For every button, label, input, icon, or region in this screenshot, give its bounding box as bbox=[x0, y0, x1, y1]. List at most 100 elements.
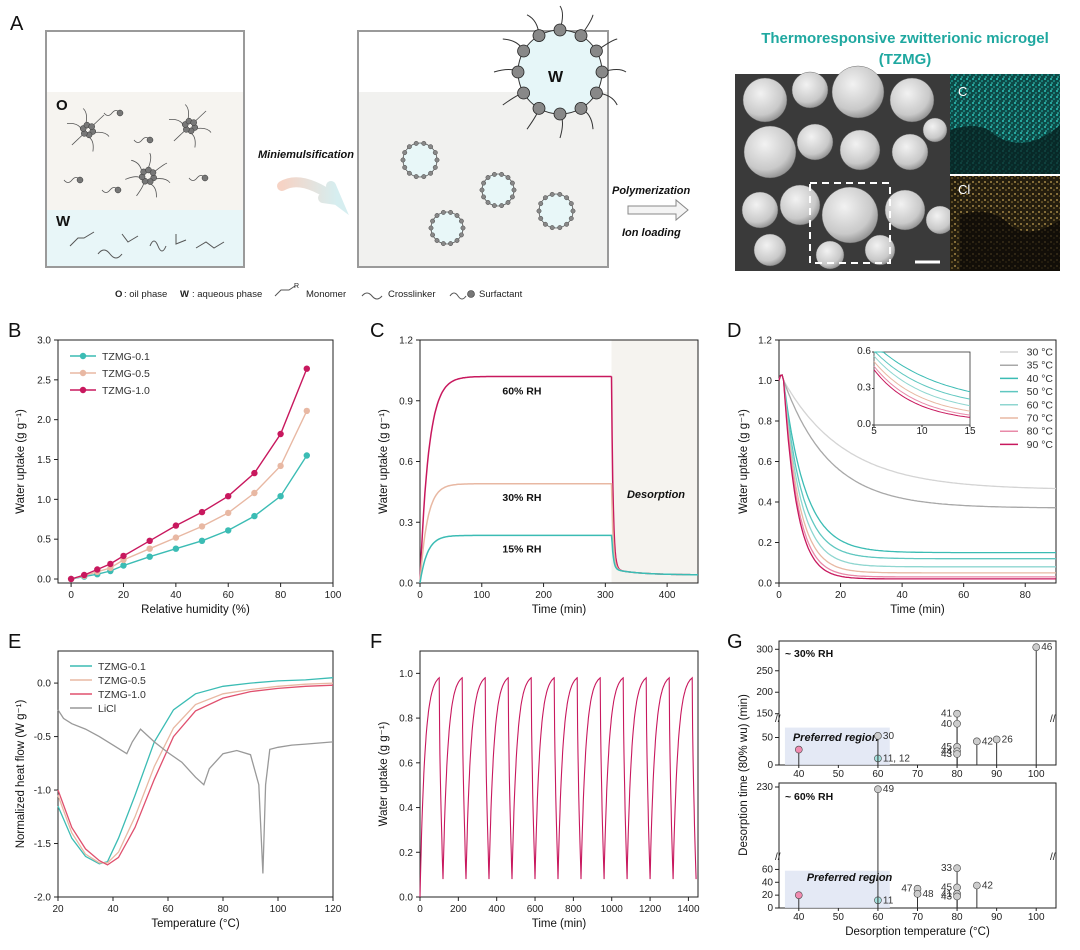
droplet-surfactant-head bbox=[499, 171, 504, 177]
droplet-surfactant-head bbox=[549, 191, 555, 197]
monomer-icon bbox=[274, 285, 296, 297]
x-tick-label: 90 bbox=[991, 769, 1003, 780]
surfactant-molecule bbox=[188, 174, 209, 182]
panel-letter-e: E bbox=[8, 631, 21, 653]
inset-series-line bbox=[873, 355, 971, 407]
x-tick-label: 70 bbox=[912, 912, 924, 923]
droplet-surfactant-head bbox=[543, 195, 548, 201]
chart-b: 0 20 40 60 80 100 0.0 0.5 1.0 1.5 2.0 2.5 3.0 TZMG-0.… bbox=[15, 336, 342, 617]
droplets bbox=[400, 140, 576, 247]
inset-series-line bbox=[874, 351, 971, 393]
x-tick-label: 100 bbox=[325, 590, 342, 601]
step-ion-loading: Ion loading bbox=[622, 227, 681, 239]
droplet-surfactant-head bbox=[481, 194, 486, 200]
droplet-surfactant-head bbox=[574, 29, 588, 42]
data-point bbox=[120, 562, 127, 569]
y-tick-label: 0.0 bbox=[37, 679, 51, 690]
droplet-surfactant-head bbox=[454, 213, 460, 218]
droplet-surfactant-head bbox=[440, 209, 446, 215]
droplet-surfactant-head bbox=[564, 195, 569, 201]
lollipop-point bbox=[874, 785, 882, 794]
droplet-surfactant-head bbox=[428, 225, 434, 231]
eds-c-label: C bbox=[958, 84, 967, 99]
data-point bbox=[146, 545, 153, 552]
legend-label: 60 °C bbox=[1027, 399, 1054, 411]
x-tick-label: 600 bbox=[527, 904, 544, 915]
point-label: 47 bbox=[901, 884, 913, 895]
y-tick-label: -2.0 bbox=[34, 893, 52, 904]
surfactant-tail bbox=[136, 183, 144, 197]
x-tick-label: 100 bbox=[270, 904, 287, 915]
y-tick-label: -1.5 bbox=[34, 839, 52, 850]
y-tick-label: 0.4 bbox=[399, 803, 413, 814]
microgel-sphere bbox=[922, 117, 948, 143]
y-tick-label: 0.0 bbox=[399, 893, 413, 904]
annotation-desorption: Desorption bbox=[627, 489, 685, 501]
droplet-surfactant-head bbox=[574, 102, 588, 115]
x-tick-label: 40 bbox=[793, 769, 805, 780]
droplet-surfactant-head bbox=[485, 200, 491, 205]
x-tick-label: 120 bbox=[325, 904, 342, 915]
droplet-surfactant-head bbox=[402, 150, 408, 156]
surfactant-tail-icon bbox=[449, 292, 467, 300]
surfactant-tail bbox=[184, 104, 189, 119]
legend-label: 35 °C bbox=[1027, 360, 1054, 372]
droplet-surfactant-head bbox=[557, 225, 563, 231]
surfactant-tail bbox=[168, 118, 183, 124]
x-tick-label: 20 bbox=[835, 590, 847, 601]
point-label: 42 bbox=[982, 736, 994, 747]
x-tick-label: 400 bbox=[659, 590, 676, 601]
panel-letter-d: D bbox=[727, 320, 741, 342]
data-point bbox=[225, 493, 232, 500]
series-line-LiCl bbox=[57, 709, 334, 874]
droplet bbox=[479, 171, 517, 209]
droplet-surfactant-head bbox=[532, 29, 546, 42]
microgel-sphere bbox=[779, 184, 821, 226]
y-axis-label: Desorption time (80% wu) (min) bbox=[738, 694, 750, 856]
droplet-surfactant-head bbox=[458, 232, 464, 238]
y-tick-label: 1.2 bbox=[399, 336, 413, 347]
y-axis-label: Water uptake (g g⁻¹) bbox=[15, 409, 27, 514]
surfactant-tail bbox=[93, 114, 105, 125]
droplet-surfactant-head bbox=[448, 241, 453, 247]
microgel-sphere bbox=[864, 234, 896, 266]
surfactant-head bbox=[146, 136, 154, 144]
subplot-title-30rh: ~ 30% RH bbox=[785, 648, 833, 660]
y-tick-label: 0.8 bbox=[399, 714, 413, 725]
annotation-60rh: 60% RH bbox=[502, 386, 541, 398]
droplet-surfactant-head bbox=[568, 201, 574, 207]
oil-phase-region bbox=[47, 92, 243, 210]
inset-series-line bbox=[873, 365, 971, 416]
droplet-water-label: W bbox=[548, 69, 564, 86]
surfactant-molecule bbox=[103, 109, 124, 117]
y-tick-label: 0.4 bbox=[758, 498, 772, 509]
point-label: 11, 12 bbox=[883, 753, 910, 764]
y-tick-label: 0.8 bbox=[758, 417, 772, 428]
plot-frame bbox=[57, 339, 334, 584]
sem-zoom-box bbox=[809, 182, 891, 264]
lollipop-point bbox=[953, 864, 961, 872]
axis-break-mark: // bbox=[775, 852, 781, 863]
droplet-surfactant-head bbox=[434, 213, 440, 218]
x-axis-label: Time (min) bbox=[890, 604, 945, 616]
x-tick-label: 80 bbox=[952, 769, 964, 780]
eds-map-cl: Cl bbox=[950, 176, 1060, 271]
lollipop-point bbox=[874, 732, 882, 740]
droplet-surfactant-head bbox=[568, 215, 574, 221]
y-tick-label: 230 bbox=[756, 782, 773, 793]
droplet-surfactant-head bbox=[538, 201, 544, 207]
x-tick-label: 1200 bbox=[639, 904, 662, 915]
legend-label: 40 °C bbox=[1027, 373, 1054, 385]
x-axis-label: Relative humidity (%) bbox=[141, 604, 250, 616]
x-tick-label: 50 bbox=[833, 769, 845, 780]
x-tick-label: 40 bbox=[170, 590, 182, 601]
legend-label: TZMG-0.5 bbox=[102, 368, 150, 380]
lollipop-point bbox=[953, 883, 961, 892]
point-label: 43 bbox=[941, 749, 953, 760]
series-line-60 °C bbox=[778, 374, 1056, 568]
data-point bbox=[146, 537, 153, 544]
surfactant-tail bbox=[71, 135, 83, 146]
lollipop-point bbox=[953, 709, 961, 718]
point-label: 42 bbox=[982, 881, 994, 892]
